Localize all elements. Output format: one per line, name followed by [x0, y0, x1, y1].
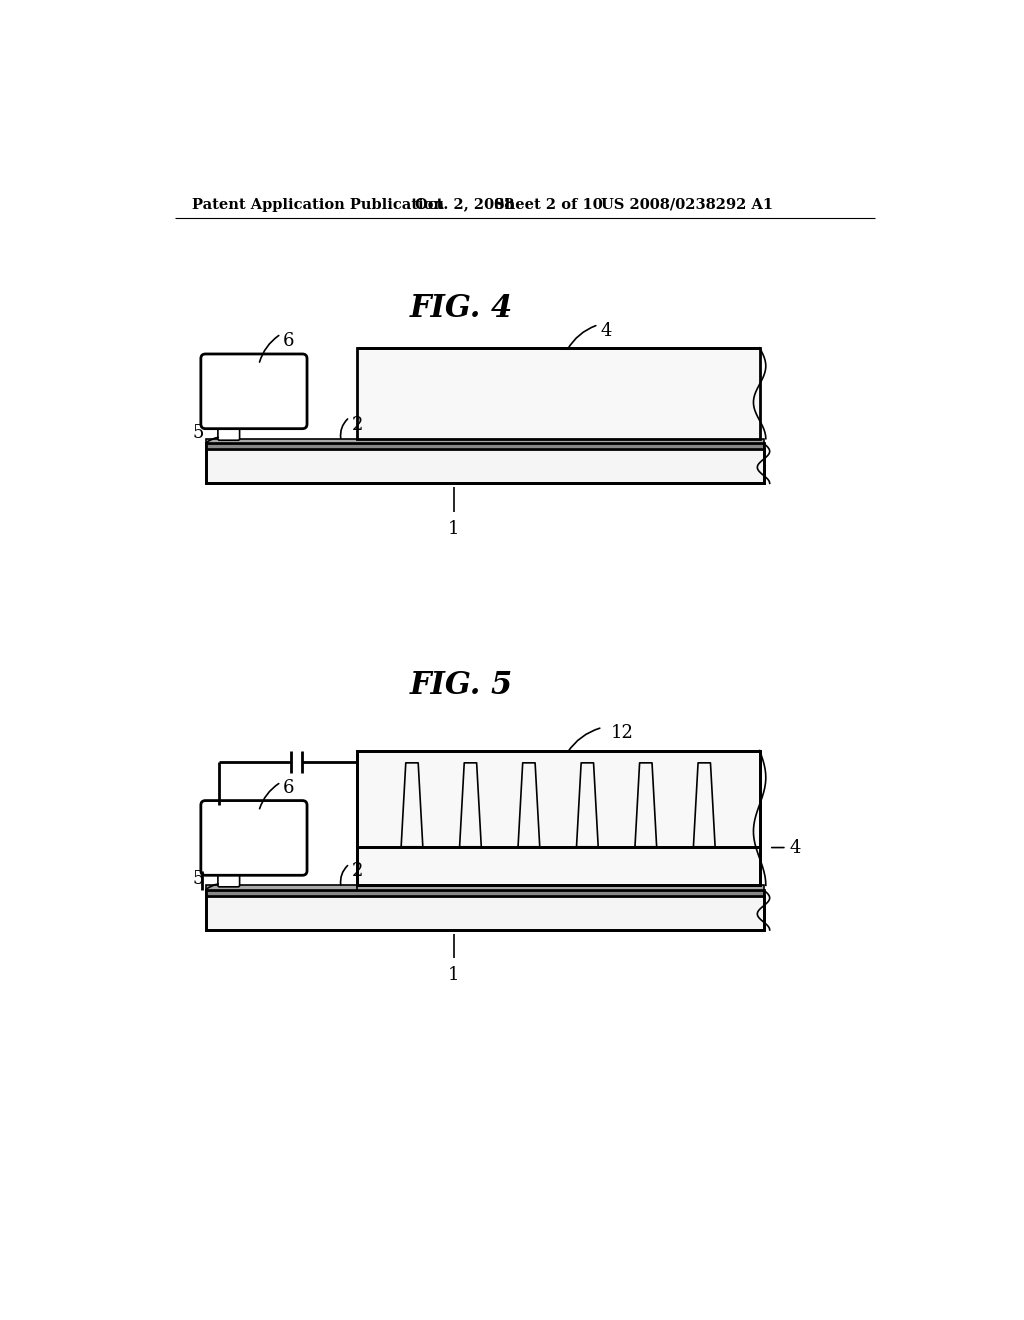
Bar: [356, 751, 760, 886]
Bar: [206, 444, 764, 449]
Text: Oct. 2, 2008: Oct. 2, 2008: [415, 198, 514, 211]
Text: 2: 2: [352, 862, 364, 880]
Text: 5: 5: [193, 870, 204, 888]
FancyBboxPatch shape: [218, 871, 240, 887]
Bar: [356, 348, 760, 438]
Text: 12: 12: [610, 725, 634, 742]
Text: 6: 6: [283, 779, 295, 797]
Bar: [206, 438, 764, 444]
Text: Sheet 2 of 10: Sheet 2 of 10: [494, 198, 602, 211]
Bar: [356, 751, 760, 847]
Bar: [356, 847, 760, 886]
Text: 4: 4: [601, 322, 612, 341]
Text: 6: 6: [283, 333, 294, 350]
Bar: [206, 444, 764, 483]
Bar: [206, 890, 764, 929]
Text: 5: 5: [193, 424, 204, 441]
Text: FIG. 5: FIG. 5: [410, 671, 513, 701]
Bar: [206, 890, 764, 896]
FancyBboxPatch shape: [201, 800, 307, 875]
Text: 4: 4: [790, 838, 801, 857]
Text: FIG. 4: FIG. 4: [410, 293, 513, 323]
Text: 1: 1: [447, 966, 459, 985]
Text: US 2008/0238292 A1: US 2008/0238292 A1: [601, 198, 773, 211]
Bar: [206, 886, 764, 890]
FancyBboxPatch shape: [218, 425, 240, 441]
FancyBboxPatch shape: [201, 354, 307, 429]
Text: 1: 1: [447, 520, 459, 537]
Bar: [206, 449, 764, 483]
Text: 2: 2: [352, 416, 364, 433]
Bar: [206, 896, 764, 929]
Text: Patent Application Publication: Patent Application Publication: [193, 198, 444, 211]
